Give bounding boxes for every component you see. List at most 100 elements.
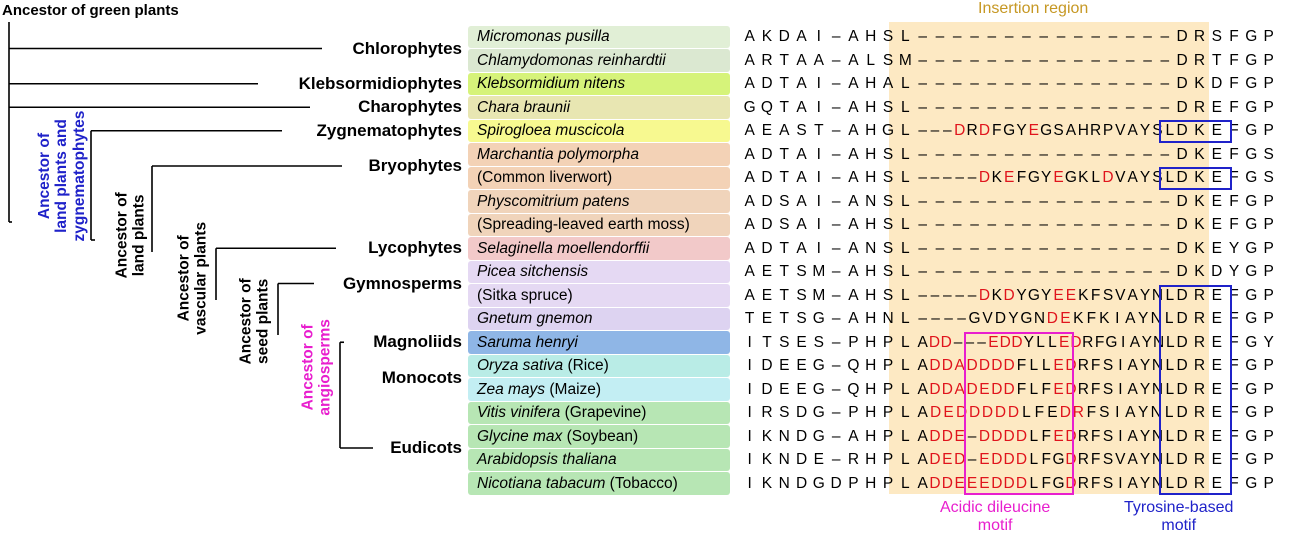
group-label: Magnoliids (373, 332, 462, 352)
residue: L (901, 404, 910, 421)
residue: D (1176, 216, 1188, 233)
residue: Y (1139, 286, 1151, 304)
residue: – (952, 263, 962, 280)
residue: – (1091, 263, 1100, 280)
residue: D (966, 380, 978, 398)
residue: – (1143, 28, 1152, 45)
residue: F (1016, 169, 1027, 186)
residue: – (831, 192, 841, 210)
species-label: Glycine max (Soybean) (477, 428, 638, 445)
residue: – (931, 310, 940, 327)
residue: F (1229, 169, 1239, 186)
residue: – (952, 28, 962, 45)
residue: G (812, 380, 825, 398)
residue: D (991, 427, 1003, 445)
residue: E (979, 451, 990, 468)
residue: H (865, 122, 877, 139)
residue: D (929, 451, 941, 468)
residue: Y (1138, 310, 1149, 327)
residue: I (816, 145, 821, 163)
residue: – (1004, 216, 1014, 233)
residue: Y (1041, 169, 1052, 186)
residue: – (1056, 216, 1066, 233)
residue: – (1125, 98, 1135, 116)
residue: G (743, 98, 756, 116)
residue: – (918, 28, 927, 45)
residue: L (901, 216, 910, 233)
residue: – (1091, 75, 1100, 92)
residue: L (901, 310, 910, 327)
residue: G (1027, 169, 1040, 186)
ancestor-node-label: Ancestor of vascular plants (176, 213, 211, 343)
species-box (468, 284, 730, 307)
residue: E (1211, 98, 1222, 116)
residue: R (1193, 380, 1206, 398)
species-label: Oryza sativa (Rice) (477, 358, 609, 374)
residue: – (1160, 263, 1170, 280)
residue: G (882, 122, 895, 139)
residue: A (1125, 310, 1136, 327)
insertion-region-band (889, 22, 1209, 494)
residue: S (796, 286, 807, 304)
residue: P (882, 474, 894, 492)
residue: A (796, 192, 807, 210)
residue: L (901, 427, 910, 445)
residue: – (970, 51, 979, 69)
residue: – (1091, 145, 1100, 163)
residue: N (1151, 286, 1164, 304)
residue: – (935, 28, 945, 45)
residue: – (1022, 263, 1031, 280)
residue: – (918, 216, 927, 233)
group-label: Charophytes (358, 97, 462, 117)
residue: D (1015, 451, 1028, 468)
residue: D (761, 216, 773, 233)
residue: V (1115, 451, 1126, 468)
residue: A (848, 216, 859, 233)
residue: G (1245, 263, 1258, 280)
residue: K (761, 474, 773, 492)
residue: G (1245, 333, 1258, 351)
species-label: Vitis vinifera (Grapevine) (477, 405, 646, 421)
residue: P (1263, 263, 1274, 280)
residue: T (779, 239, 789, 257)
species-label: Gnetum gnemon (477, 311, 592, 327)
residue: A (744, 75, 755, 92)
residue: L (1029, 451, 1039, 468)
species-label: Spirogloea muscicola (477, 123, 624, 139)
residue: P (882, 451, 894, 468)
residue: F (1086, 310, 1097, 327)
residue: L (901, 169, 910, 186)
residue: – (1125, 145, 1135, 163)
residue: F (1034, 404, 1045, 421)
species-box (468, 213, 730, 236)
residue: E (979, 474, 990, 492)
tyrosine-motif-box-seed-plants (1159, 284, 1232, 495)
residue: – (1074, 263, 1083, 280)
residue: F (1090, 427, 1101, 445)
species-common-name: (Maize) (545, 380, 602, 398)
residue: L (1036, 333, 1045, 351)
group-label: Zygnematophytes (316, 120, 462, 140)
residue: I (747, 333, 752, 351)
residue: P (1263, 357, 1274, 374)
residue: D (1176, 239, 1188, 257)
residue: G (1027, 286, 1040, 304)
species-name: Nicotiana tabacum (477, 474, 606, 492)
species-label: (Common liverwort) (477, 170, 612, 186)
residue: N (1151, 380, 1164, 398)
species-label: Marchantia polymorpha (477, 146, 639, 163)
residue: G (1245, 286, 1258, 304)
residue: D (761, 75, 773, 92)
residue: – (1125, 239, 1135, 257)
residue: F (1041, 451, 1051, 468)
residue: K (761, 28, 773, 45)
ancestor-node-label: Ancestor of land plants (114, 180, 149, 290)
ancestor-node-label: Ancestor of angiosperms (300, 312, 335, 422)
residue: N (882, 310, 894, 327)
caption-line: Acidic dileucine (940, 499, 1051, 516)
residue: G (1245, 380, 1258, 398)
residue: S (882, 169, 894, 186)
root-label: Ancestor of green plants (2, 2, 179, 19)
residue: A (1127, 451, 1138, 468)
residue: – (1022, 98, 1031, 116)
